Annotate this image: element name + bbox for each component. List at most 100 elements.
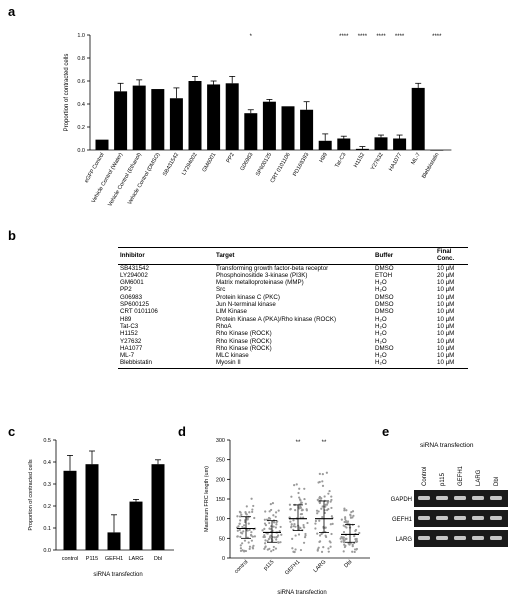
inhibitor-table: Inhibitor Target Buffer Final Conc. SB43… [118,247,468,369]
x-tick-label-a: HA1077 [388,152,403,172]
bar-a [262,101,276,150]
data-point-d [327,507,330,511]
data-point-d [352,514,355,517]
significance-a: **** [432,34,442,40]
bar-a [337,138,351,150]
data-point-d [322,545,325,549]
data-point-d [354,528,358,532]
data-point-d [264,539,267,542]
data-point-d [318,472,321,475]
data-point-d [299,505,302,508]
y-tick-label-d: 0 [222,556,225,562]
gel-band [490,496,502,500]
x-tick-label-c: LARG [129,556,144,562]
data-point-d [340,518,343,521]
table-cell: 10 μM [437,330,455,338]
table-cell: H89 [120,315,132,323]
table-cell: Jun N-terminal kinase [216,301,276,309]
data-point-d [349,513,352,516]
table-cell: Rho Kinase (ROCK) [216,344,272,352]
table-row: Tat-C3 RhoA H₂O 10 μM [118,323,468,330]
data-point-d [278,529,281,533]
table-cell: LIM Kinase [216,308,247,316]
header-buffer: Buffer [373,247,435,265]
data-point-d [318,534,322,537]
bar-a [281,106,295,150]
data-point-d [289,520,292,523]
data-point-d [267,537,270,541]
table-cell: 10 μM [437,293,455,301]
data-point-d [328,540,331,543]
table-cell: DMSO [375,344,394,352]
data-point-d [241,542,244,545]
table-cell: MLC kinase [216,352,249,360]
data-point-d [292,519,295,522]
data-point-d [355,547,359,551]
data-point-d [276,541,280,544]
data-point-d [306,521,309,525]
chart-d-scatter-plot: 0 50 100 150 200 250 300 Maximum FRC length (um… [204,438,370,595]
x-tick-label-c: GEFH1 [105,556,123,562]
data-point-d [351,545,354,548]
gel-title: siRNA transfection [420,442,474,449]
data-point-d [302,525,305,529]
data-point-d [268,521,271,525]
data-point-d [236,535,239,538]
gel-band [490,516,502,520]
data-point-d [248,511,251,514]
data-point-d [272,525,275,528]
x-tick-label-d: control [233,559,249,575]
data-point-d [344,537,347,540]
data-point-d [245,505,248,508]
gel-band [418,496,430,500]
table-cell: H₂O [375,330,387,338]
y-tick-label-c: 0.2 [43,504,51,510]
table-cell: Phosphoinositide 3-kinase (PI3K) [216,271,308,279]
gel-lane-label: GEFH1 [458,465,464,486]
data-point-d [316,532,319,535]
bar-a [207,84,221,150]
data-point-d [351,550,354,553]
data-point-d [253,535,257,538]
y-tick-label-a: 0.8 [77,56,85,62]
table-cell: Tat-C3 [120,322,139,330]
x-tick-label-a: H1152 [353,152,366,169]
data-point-d [317,546,320,549]
data-point-d [330,495,333,498]
data-point-d [349,516,353,519]
bar-a [114,91,128,150]
table-cell: 10 μM [437,337,455,345]
bar-c [63,470,77,550]
data-point-d [330,515,333,518]
data-point-d [253,516,256,520]
data-point-d [263,535,266,539]
significance-a: **** [358,34,368,40]
data-point-d [273,536,276,539]
x-tick-label-a: SB431542 [162,152,180,177]
data-point-d [288,503,292,506]
y-tick-label-d: 100 [216,517,225,523]
data-point-d [274,547,278,550]
x-tick-label-a: Tat-C3 [334,152,347,169]
x-tick-label-a: H89 [319,152,329,164]
data-point-d [294,534,297,537]
data-point-d [294,548,297,551]
x-axis-label-c: siRNA transfection [93,572,142,578]
data-point-d [297,491,300,495]
data-point-d [314,522,317,525]
data-point-d [236,529,239,532]
y-tick-label-c: 0.5 [43,438,51,444]
data-point-d [272,545,275,549]
data-point-d [329,500,332,503]
y-tick-label-d: 300 [216,438,225,444]
data-point-d [304,532,307,536]
table-cell: Protein Kinase A (PKA)/Rho kinase (ROCK) [216,315,337,323]
data-point-d [316,512,319,515]
data-point-d [270,550,273,553]
table-cell: HA1077 [120,344,143,352]
data-point-d [299,548,303,552]
y-tick-label-d: 50 [219,536,225,542]
data-point-d [275,538,278,541]
data-point-d [324,503,327,506]
data-point-d [317,481,320,484]
